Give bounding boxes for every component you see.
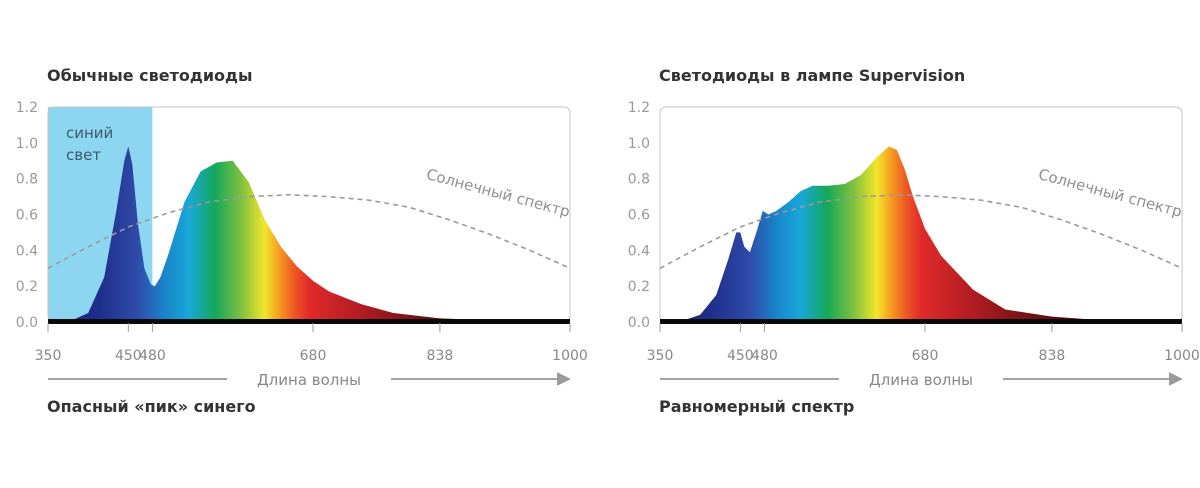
right-y-tick-label: 0.2 [628, 279, 650, 295]
left-blue-light-label-line2: свет [66, 146, 101, 164]
right-y-tick-label: 1.2 [628, 100, 650, 116]
left-x-tick-label: 1000 [552, 348, 588, 364]
right-spectrum-area [660, 146, 1182, 322]
left-sun-spectrum-label: Солнечный спектр [424, 165, 572, 221]
left-chart-title: Обычные светодиоды [47, 66, 253, 85]
left-sun-spectrum-line [47, 193, 571, 270]
right-x-tick-label: 1000 [1164, 348, 1200, 364]
right-chart-caption: Равномерный спектр [659, 397, 855, 416]
right-x-tick-label: 480 [751, 348, 778, 364]
left-x-axis-label: Длина волны [257, 371, 361, 389]
left-x-tick-label: 450 [115, 348, 142, 364]
right-y-tick-label: 0.8 [628, 172, 650, 188]
left-spectrum-baseline [48, 319, 570, 324]
right-x-tick-label: 680 [912, 348, 939, 364]
left-x-tick-label: 480 [139, 348, 166, 364]
right-y-tick-label: 0.4 [628, 243, 650, 259]
left-x-tick-label: 350 [35, 348, 62, 364]
right-x-axis-label: Длина волны [869, 371, 973, 389]
left-y-tick-label: 0.2 [16, 279, 38, 295]
left-spectrum-area [48, 146, 570, 322]
right-spectrum-baseline [660, 319, 1182, 324]
right-sun-spectrum-line [659, 193, 1183, 270]
right-x-tick-label: 450 [727, 348, 754, 364]
right-y-tick-label: 1.0 [628, 136, 650, 152]
right-x-tick-label: 350 [647, 348, 674, 364]
right-x-tick-label: 838 [1039, 348, 1066, 364]
left-y-tick-label: 0.6 [16, 208, 38, 224]
right-y-tick-label: 0.0 [628, 315, 650, 331]
left-y-tick-label: 1.0 [16, 136, 38, 152]
left-chart-caption: Опасный «пик» синего [47, 397, 256, 416]
left-y-tick-label: 0.0 [16, 315, 38, 331]
left-x-tick-label: 680 [300, 348, 327, 364]
left-y-tick-label: 0.4 [16, 243, 38, 259]
left-x-tick-label: 838 [427, 348, 454, 364]
left-blue-light-label-line1: синий [66, 124, 113, 142]
right-sun-spectrum-label: Солнечный спектр [1036, 165, 1184, 221]
right-chart-title: Светодиоды в лампе Supervision [659, 66, 966, 85]
right-y-tick-label: 0.6 [628, 208, 650, 224]
left-y-tick-label: 0.8 [16, 172, 38, 188]
left-y-tick-label: 1.2 [16, 100, 38, 116]
